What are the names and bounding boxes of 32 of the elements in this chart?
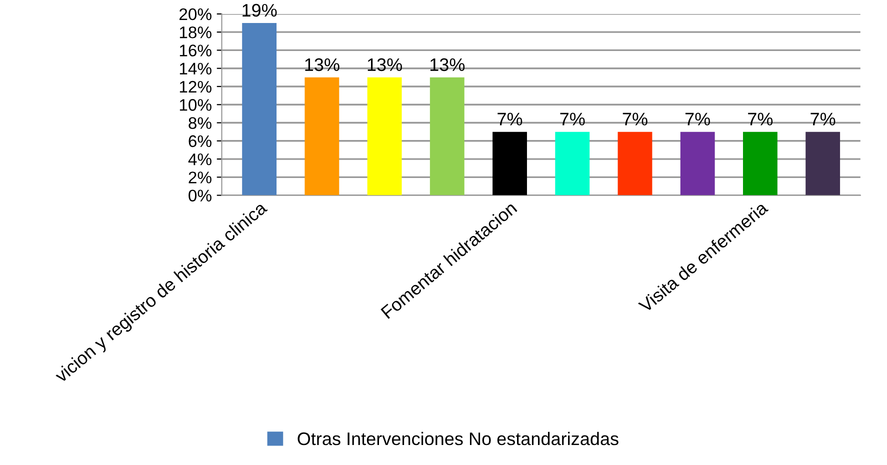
y-tick-label: 6%: [188, 135, 212, 148]
bar: [806, 132, 840, 196]
data-label: 13%: [368, 58, 402, 72]
y-tick-label: 16%: [180, 44, 212, 56]
bar: [430, 77, 464, 196]
data-label: 7%: [748, 112, 773, 126]
data-label: 19%: [242, 4, 277, 17]
y-tick-label: 8%: [188, 117, 212, 129]
y-tick-label: 10%: [180, 99, 212, 111]
bar: [304, 77, 340, 196]
y-tick-label: 18%: [180, 26, 212, 38]
data-label: 13%: [430, 58, 465, 72]
data-label: 7%: [622, 112, 648, 126]
bar: [367, 77, 402, 196]
data-label: 7%: [498, 112, 522, 126]
y-tick-label: 2%: [188, 172, 212, 184]
y-tick-label: 12%: [180, 80, 212, 93]
y-tick-label: 0%: [188, 190, 212, 202]
y-tick-label: 4%: [188, 154, 212, 166]
bar: [492, 132, 527, 196]
bar: [742, 132, 778, 196]
y-tick-label: 20%: [180, 8, 212, 20]
data-label: 13%: [305, 58, 340, 72]
data-label: 7%: [560, 112, 585, 126]
data-label: 7%: [810, 112, 836, 126]
bar: [680, 132, 715, 196]
legend-label: Otras Intervenciones No estandarizadas: [298, 432, 618, 446]
bar: [242, 23, 277, 196]
y-tick-label: 14%: [180, 62, 212, 74]
bar: [618, 132, 652, 196]
data-label: 7%: [685, 112, 710, 126]
bar: [555, 132, 590, 196]
